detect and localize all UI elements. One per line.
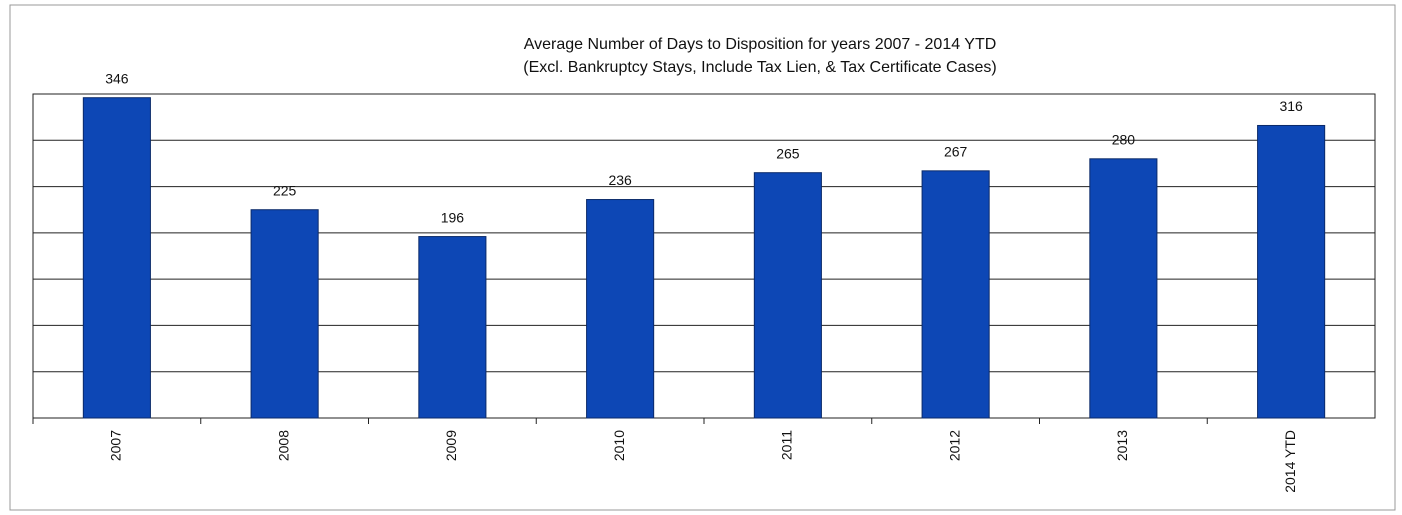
x-tick-label: 2014 YTD: [1282, 430, 1298, 493]
bar: [753, 172, 822, 419]
data-label: 346: [105, 70, 129, 86]
chart-subtitle: (Excl. Bankruptcy Stays, Include Tax Lie…: [523, 59, 996, 76]
data-label: 267: [944, 144, 968, 160]
data-label: 265: [776, 145, 800, 161]
bar: [586, 199, 655, 419]
data-label: 196: [441, 209, 465, 225]
x-tick-label: 2009: [443, 430, 459, 461]
bar: [418, 236, 487, 419]
bar: [921, 170, 990, 419]
bar: [1257, 124, 1326, 419]
bar: [1089, 158, 1158, 419]
chart-border: [9, 4, 1396, 511]
data-label: 280: [1112, 132, 1136, 148]
data-label: 316: [1279, 98, 1303, 114]
data-label: 236: [608, 172, 632, 188]
x-tick-label: 2011: [779, 430, 795, 460]
data-label: 225: [273, 182, 297, 198]
x-tick-label: 2010: [611, 430, 627, 461]
x-tick-label: 2012: [946, 430, 962, 461]
x-tick-label: 2007: [108, 430, 124, 461]
bar: [250, 209, 319, 419]
x-tick-label: 2008: [275, 430, 291, 461]
x-tick-label: 2013: [1114, 430, 1130, 461]
chart-title: Average Number of Days to Disposition fo…: [524, 36, 997, 53]
bar: [82, 97, 151, 419]
